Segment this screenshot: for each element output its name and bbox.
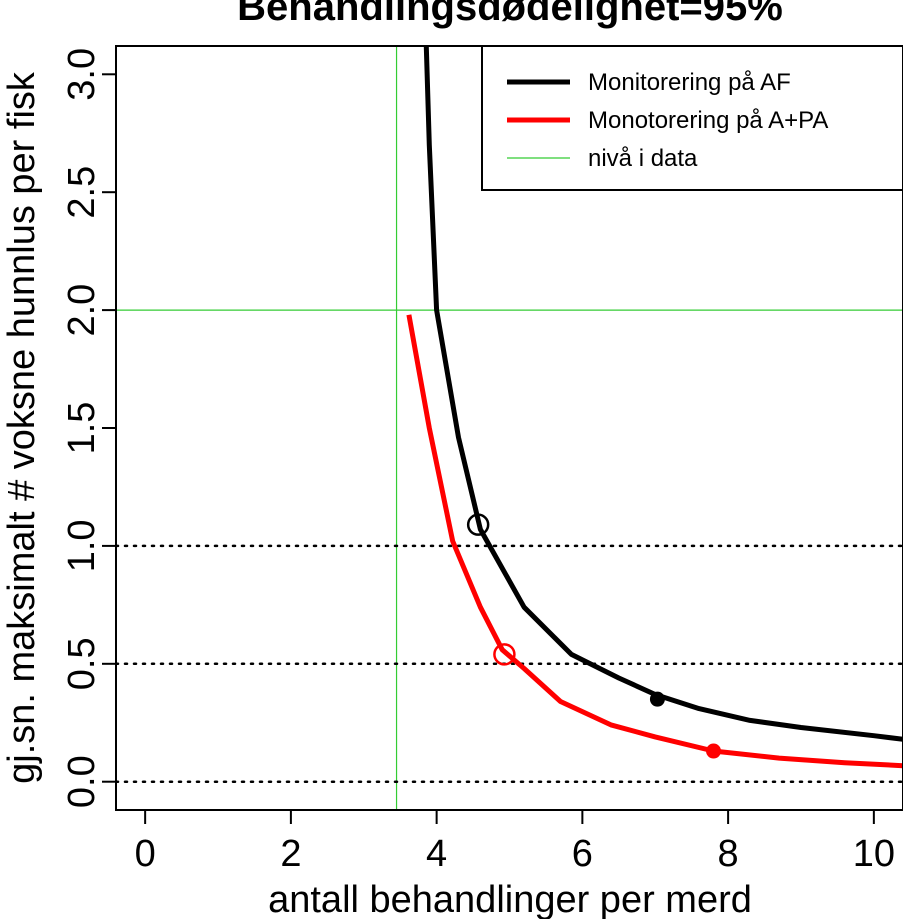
series-1-marker-1	[706, 743, 722, 759]
x-tick-label-0: 0	[135, 833, 156, 875]
y-tick-label-1.5: 1.5	[61, 402, 103, 455]
series-line-0	[423, 46, 903, 742]
series-0-marker-0	[466, 513, 490, 536]
y-axis: 0.0 0.5 1.0 1.5 2.0 2.5 3.0	[61, 48, 116, 808]
y-tick-label-1.0: 1.0	[61, 519, 103, 572]
legend-label-2: nivå i data	[588, 145, 698, 172]
series-0-marker-1	[649, 691, 665, 707]
y-tick-label-0.5: 0.5	[61, 637, 103, 690]
x-axis-title: antall behandlinger per merd	[268, 879, 752, 919]
chart-title: Behandlingsdødelighet=95%	[237, 0, 783, 29]
x-tick-label-10: 10	[853, 833, 895, 875]
legend-label-0: Monitorering på AF	[588, 69, 791, 96]
y-tick-label-3.0: 3.0	[61, 48, 103, 101]
legend: Monitorering på AF Monotorering på A+PA ni…	[481, 45, 903, 191]
y-tick-label-0.0: 0.0	[61, 755, 103, 808]
series-group	[406, 46, 903, 769]
series-1-marker-0	[493, 643, 516, 666]
x-tick-label-8: 8	[718, 833, 739, 875]
x-tick-label-4: 4	[426, 833, 447, 875]
x-tick-label-2: 2	[280, 833, 301, 875]
series-line-1	[406, 314, 903, 769]
y-axis-title: gj.sn. maksimalt # voksne hunnlus per fi…	[1, 71, 43, 784]
x-tick-label-6: 6	[572, 833, 593, 875]
y-tick-label-2.5: 2.5	[61, 166, 103, 219]
y-tick-label-2.0: 2.0	[61, 284, 103, 337]
x-axis: 0 2 4 6 8 10	[135, 810, 895, 875]
reference-lines	[116, 46, 903, 810]
legend-label-1: Monotorering på A+PA	[588, 107, 828, 134]
